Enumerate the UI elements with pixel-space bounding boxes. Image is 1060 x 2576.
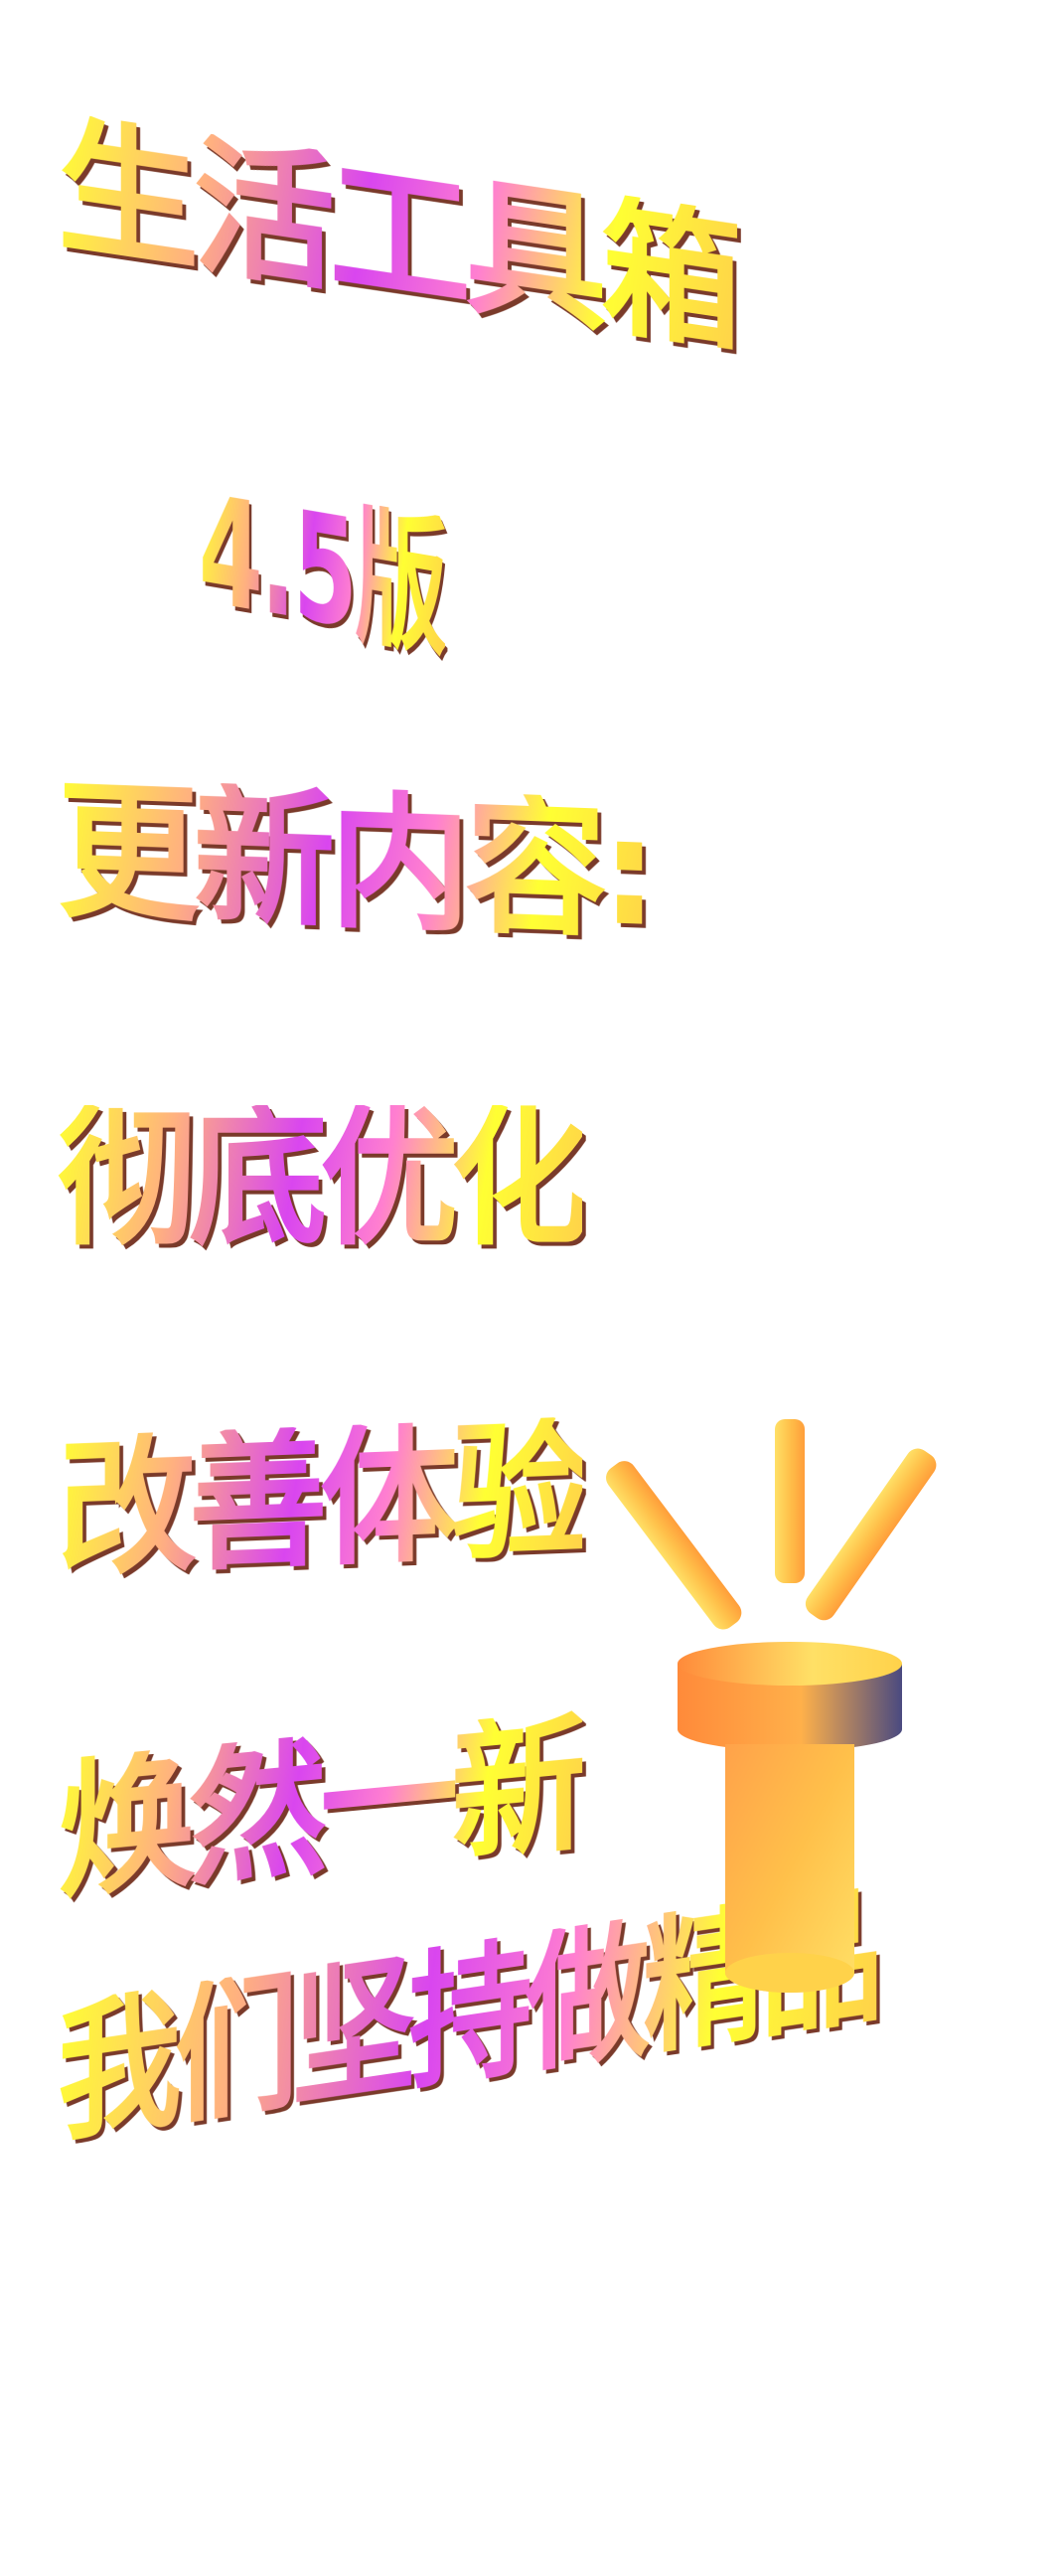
app-title: 生活工具箱	[58, 99, 738, 374]
changelog-line-refresh: 焕然一新	[58, 1697, 583, 1920]
changelog-heading: 更新内容:	[58, 765, 653, 961]
spotlight-icon	[606, 1419, 937, 1993]
changelog-line-experience: 改善体验	[58, 1404, 583, 1597]
changelog-line-optimize: 彻底优化	[58, 1093, 590, 1266]
spotlight-cap	[678, 1642, 902, 1751]
version-label: 4.5版	[199, 463, 445, 679]
spotlight-body	[725, 1744, 854, 1993]
spotlight-rays	[606, 1419, 937, 1630]
